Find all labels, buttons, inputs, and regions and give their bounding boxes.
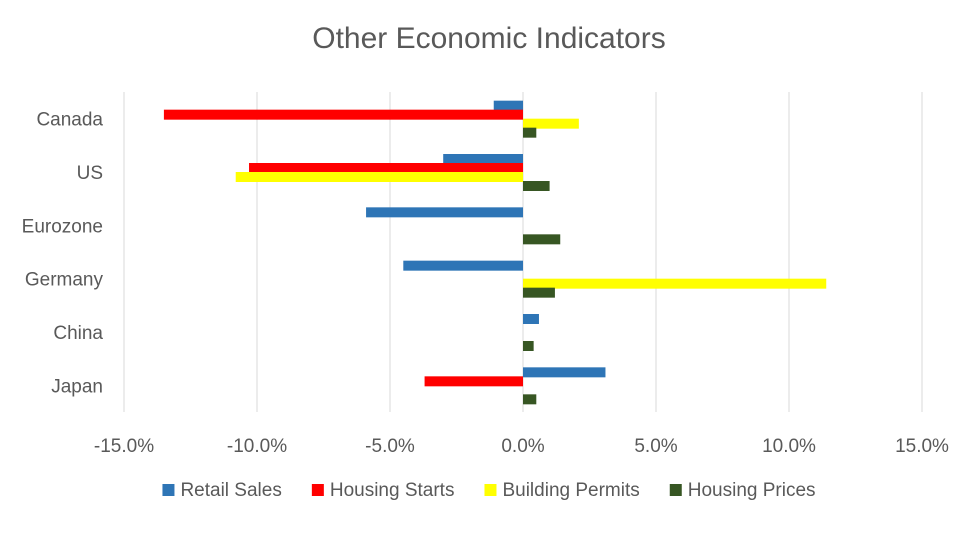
bar [523,181,550,191]
x-tick-label: 0.0% [501,436,544,457]
chart-title: Other Economic Indicators [312,22,665,55]
legend-swatch [669,484,682,496]
x-tick-label: -10.0% [227,436,287,457]
legend-label: Housing Starts [330,480,455,501]
x-tick-label: 10.0% [762,436,816,457]
bar [523,278,827,289]
bar [403,260,523,271]
legend: Retail Sales Housing Starts Building Permi… [162,480,816,501]
gridlines [123,92,923,412]
bar [523,118,579,129]
category-label: Eurozone [22,216,103,237]
bar [249,163,523,173]
bar [366,207,523,218]
bar [523,287,555,298]
bar [523,314,539,324]
legend-swatch [311,484,324,496]
legend-label: Building Permits [502,480,639,501]
bar [235,172,523,182]
legend-swatch [484,484,497,496]
category-label: US [77,163,103,184]
bar [424,376,523,387]
x-tick-label: -5.0% [365,436,415,457]
legend-label: Retail Sales [180,480,281,501]
bar [523,234,561,245]
category-label: Canada [36,110,103,131]
legend-swatch [162,484,175,496]
bar [493,100,523,111]
category-labels: Canada US Eurozone Germany China Japan [22,110,104,398]
x-tick-labels: -15.0% -10.0% -5.0% 0.0% 5.0% 10.0% 15.0% [94,436,949,457]
bar [523,127,537,138]
category-label: Japan [51,376,103,397]
bar [523,394,537,405]
x-tick-label: -15.0% [94,436,154,457]
bar [523,341,534,351]
category-label: Germany [25,270,104,291]
category-label: China [53,323,103,344]
bar [163,109,523,120]
bars [163,100,827,405]
legend-label: Housing Prices [688,480,816,501]
bar [523,367,606,378]
bar [443,154,523,164]
x-tick-label: 5.0% [634,436,677,457]
x-tick-label: 15.0% [895,436,949,457]
